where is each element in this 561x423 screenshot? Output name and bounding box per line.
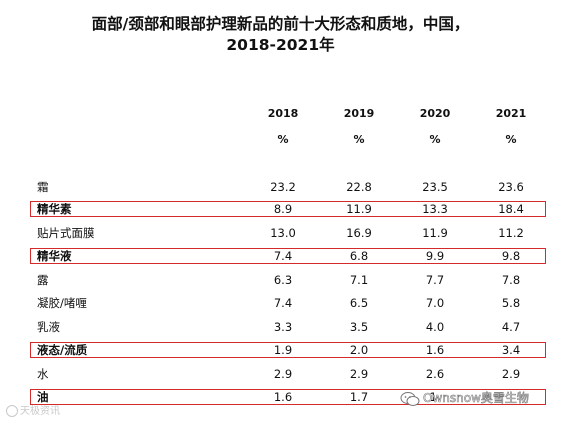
table-cell: 7.8 (501, 273, 521, 287)
table-cell: 4.0 (425, 320, 445, 334)
table-cell: 11.2 (498, 226, 524, 240)
title-line-1: 面部/颈部和眼部护理新品的前十大形态和质地，中国， (91, 15, 470, 33)
table-row: 乳液 3.3 3.5 4.0 4.7 (0, 318, 561, 336)
table-row: 精华素 8.9 11.9 13.3 18.4 (0, 200, 561, 218)
table-cell: 3.3 (273, 320, 293, 334)
column-header-year: 2019 (343, 107, 375, 120)
row-label: 精华液 (37, 249, 72, 263)
column-header-unit: % (277, 133, 289, 146)
table-cell: 1.9 (273, 343, 293, 357)
watermark-left: 天极资讯 (6, 402, 60, 417)
table-row: 油 1.6 1.7 1. (0, 388, 561, 406)
table-cell: 1.6 (425, 343, 445, 357)
table-cell: 13.3 (422, 202, 448, 216)
wechat-icon (400, 391, 420, 406)
table-row: 精华液 7.4 6.8 9.9 9.8 (0, 247, 561, 265)
column-header-unit: % (353, 133, 365, 146)
table-cell: 1.7 (349, 390, 369, 404)
table-cell: 7.7 (425, 273, 445, 287)
table-cell: 1.6 (273, 390, 293, 404)
row-label: 乳液 (37, 320, 60, 334)
table-cell: 2.9 (349, 367, 369, 381)
table-cell: 9.9 (425, 249, 445, 263)
table-row: 露 6.3 7.1 7.7 7.8 (0, 271, 561, 289)
table-cell: 23.5 (422, 180, 448, 194)
table-cell: 7.4 (273, 249, 293, 263)
table-cell: 18.4 (498, 202, 524, 216)
table-cell: 7.1 (349, 273, 369, 287)
table-cell: 3.5 (349, 320, 369, 334)
title-line-2: 2018-2021年 (226, 36, 335, 54)
watermark-left-text: 天极资讯 (20, 406, 60, 417)
table-cell: 6.5 (349, 296, 369, 310)
table-title: 面部/颈部和眼部护理新品的前十大形态和质地，中国， 2018-2021年 (0, 14, 561, 56)
table-cell: 3.4 (501, 343, 521, 357)
table-cell: 16.9 (346, 226, 372, 240)
table-cell: 6.8 (349, 249, 369, 263)
table-cell: 5.8 (501, 296, 521, 310)
table-cell: 11.9 (422, 226, 448, 240)
table-cell: 7.0 (425, 296, 445, 310)
watermark-logo-icon (6, 405, 18, 417)
watermark-right: Ownsnow奥雪生物 (400, 388, 529, 408)
row-label: 油 (37, 390, 49, 404)
table-cell: 6.3 (273, 273, 293, 287)
table-cell: 4.7 (501, 320, 521, 334)
row-label: 精华素 (37, 202, 72, 216)
table-cell: 9.8 (501, 249, 521, 263)
table-cell: 13.0 (270, 226, 296, 240)
row-label: 贴片式面膜 (37, 226, 95, 240)
column-header-year: 2018 (267, 107, 299, 120)
row-label: 露 (37, 273, 49, 287)
table-row: 凝胶/啫喱 7.4 6.5 7.0 5.8 (0, 294, 561, 312)
row-label: 水 (37, 367, 49, 381)
row-label: 霜 (37, 180, 49, 194)
table-cell: 23.2 (270, 180, 296, 194)
table-cell: 8.9 (273, 202, 293, 216)
table-cell: 22.8 (346, 180, 372, 194)
column-header-unit: % (429, 133, 441, 146)
table-cell: 2.0 (349, 343, 369, 357)
row-label: 液态/流质 (37, 343, 88, 357)
table-row: 水 2.9 2.9 2.6 2.9 (0, 365, 561, 383)
row-label: 凝胶/啫喱 (37, 296, 87, 310)
table-cell: 1. (429, 390, 441, 404)
table-cell: 7.4 (273, 296, 293, 310)
table-cell: 2.9 (273, 367, 293, 381)
column-header-year: 2020 (419, 107, 451, 120)
table-row: 贴片式面膜 13.0 16.9 11.9 11.2 (0, 224, 561, 242)
watermark-right-text: Ownsnow奥雪生物 (423, 391, 529, 406)
table-row: 液态/流质 1.9 2.0 1.6 3.4 (0, 341, 561, 359)
column-header-unit: % (505, 133, 517, 146)
table-cell: 2.6 (425, 367, 445, 381)
table-row: 霜 23.2 22.8 23.5 23.6 (0, 178, 561, 196)
table-cell: 11.9 (346, 202, 372, 216)
table-cell: 23.6 (498, 180, 524, 194)
column-header-year: 2021 (495, 107, 527, 120)
table-cell: 2.9 (501, 367, 521, 381)
